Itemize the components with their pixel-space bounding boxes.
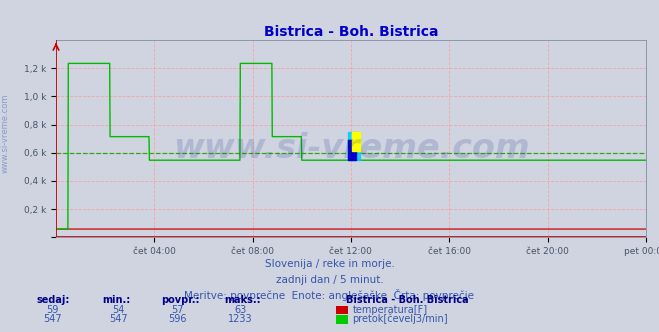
Text: www.si-vreme.com: www.si-vreme.com: [1, 93, 10, 173]
Text: Slovenija / reke in morje.: Slovenija / reke in morje.: [264, 259, 395, 269]
Text: Meritve: povprečne  Enote: anglešaške  Črta: povprečje: Meritve: povprečne Enote: anglešaške Črt…: [185, 289, 474, 301]
Text: 63: 63: [235, 305, 246, 315]
Bar: [349, 131, 360, 160]
Text: 54: 54: [113, 305, 125, 315]
Text: 57: 57: [172, 305, 184, 315]
Bar: [352, 131, 360, 151]
Text: maks.:: maks.:: [224, 295, 261, 305]
Text: temperatura[F]: temperatura[F]: [353, 305, 428, 315]
Text: Bistrica - Boh. Bistrica: Bistrica - Boh. Bistrica: [346, 295, 469, 305]
Text: min.:: min.:: [102, 295, 130, 305]
Text: 547: 547: [43, 314, 62, 324]
Text: 596: 596: [169, 314, 187, 324]
Bar: [352, 132, 360, 151]
Text: www.si-vreme.com: www.si-vreme.com: [173, 132, 529, 165]
Text: 547: 547: [109, 314, 128, 324]
Text: pretok[čevelj3/min]: pretok[čevelj3/min]: [353, 313, 448, 324]
Text: 59: 59: [47, 305, 59, 315]
Bar: [349, 140, 357, 160]
Text: sedaj:: sedaj:: [36, 295, 70, 305]
Text: 1233: 1233: [228, 314, 253, 324]
Text: povpr.:: povpr.:: [161, 295, 200, 305]
Title: Bistrica - Boh. Bistrica: Bistrica - Boh. Bistrica: [264, 25, 438, 39]
Text: zadnji dan / 5 minut.: zadnji dan / 5 minut.: [275, 275, 384, 285]
